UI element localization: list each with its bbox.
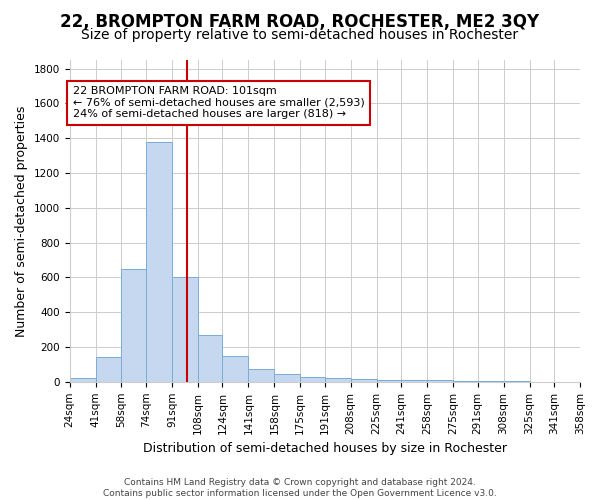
Bar bbox=[198, 335, 223, 382]
X-axis label: Distribution of semi-detached houses by size in Rochester: Distribution of semi-detached houses by … bbox=[143, 442, 507, 455]
Bar bbox=[121, 268, 146, 382]
Bar bbox=[325, 378, 351, 382]
Bar bbox=[172, 278, 198, 382]
Bar bbox=[146, 142, 172, 382]
Bar bbox=[95, 358, 121, 382]
Bar bbox=[503, 381, 530, 382]
Bar bbox=[427, 380, 453, 382]
Text: Size of property relative to semi-detached houses in Rochester: Size of property relative to semi-detach… bbox=[82, 28, 518, 42]
Text: Contains HM Land Registry data © Crown copyright and database right 2024.
Contai: Contains HM Land Registry data © Crown c… bbox=[103, 478, 497, 498]
Text: 22, BROMPTON FARM ROAD, ROCHESTER, ME2 3QY: 22, BROMPTON FARM ROAD, ROCHESTER, ME2 3… bbox=[61, 12, 539, 30]
Bar bbox=[70, 378, 95, 382]
Text: 22 BROMPTON FARM ROAD: 101sqm
← 76% of semi-detached houses are smaller (2,593)
: 22 BROMPTON FARM ROAD: 101sqm ← 76% of s… bbox=[73, 86, 364, 120]
Bar bbox=[248, 369, 274, 382]
Bar bbox=[301, 376, 325, 382]
Bar bbox=[401, 380, 427, 382]
Bar bbox=[223, 356, 248, 382]
Bar bbox=[478, 381, 503, 382]
Bar bbox=[274, 374, 301, 382]
Bar bbox=[351, 379, 377, 382]
Bar bbox=[377, 380, 401, 382]
Y-axis label: Number of semi-detached properties: Number of semi-detached properties bbox=[15, 105, 28, 336]
Bar bbox=[453, 381, 478, 382]
